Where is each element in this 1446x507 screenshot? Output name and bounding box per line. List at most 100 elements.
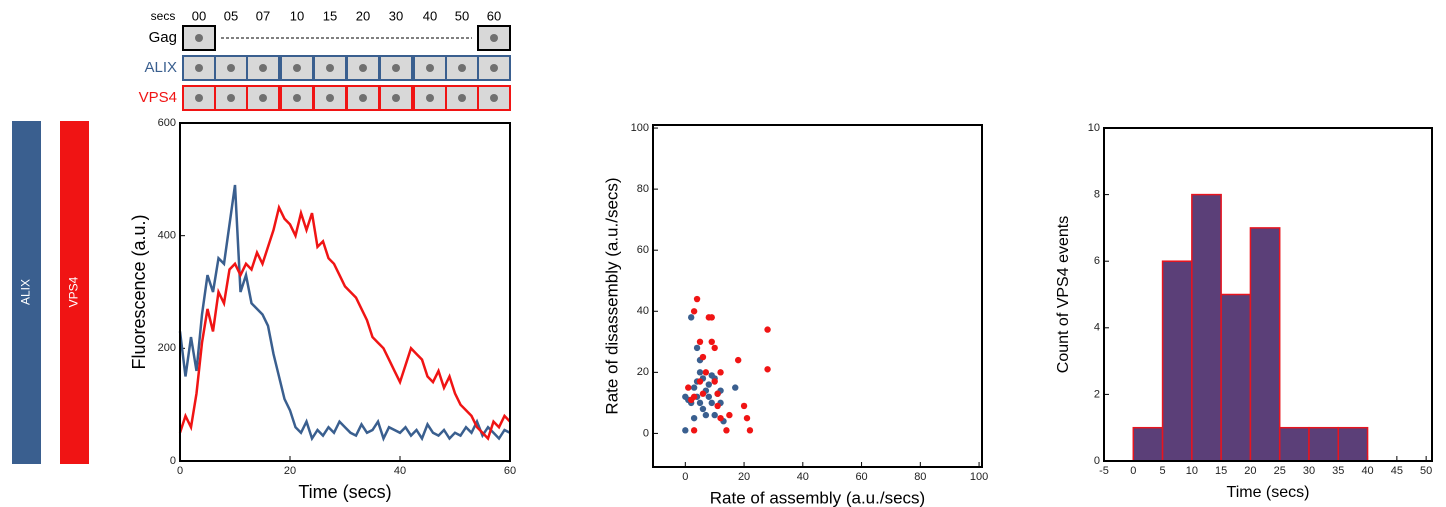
scatter-point (696, 338, 704, 346)
scatter-point (705, 393, 713, 400)
strip-spot (195, 94, 203, 102)
y-tick-label: 600 (158, 117, 176, 129)
y-tick-label: 100 (631, 122, 649, 134)
strip-spot (259, 64, 267, 72)
x-tick-label: 15 (1215, 465, 1227, 477)
scatter-point (734, 356, 742, 364)
legend-label: ALIX (19, 279, 33, 305)
scatter-point (764, 366, 771, 373)
x-tick-label: 20 (1244, 465, 1256, 477)
x-tick-label: 0 (682, 471, 688, 483)
plot-frame (1103, 127, 1433, 462)
scatter-point (699, 390, 707, 397)
strip-spot (426, 94, 434, 102)
x-tick-label: 40 (797, 471, 809, 483)
x-tick-label: 0 (1130, 465, 1136, 477)
scatter-point (714, 402, 721, 410)
strip-cell (379, 85, 413, 111)
y-tick-label: 0 (170, 455, 176, 467)
scatter-point (690, 308, 698, 315)
scatter-point (690, 427, 698, 434)
scatter-point (699, 405, 707, 413)
y-axis-label: Rate of disassembly (a.u./secs) (602, 177, 621, 414)
scatter-point (685, 384, 692, 391)
scatter-point (687, 314, 695, 321)
y-tick-label: 0 (1094, 455, 1100, 467)
strip-spot (195, 34, 203, 42)
x-tick-label: 40 (394, 465, 406, 477)
scatter-point (702, 369, 710, 376)
strip-spot (490, 94, 498, 102)
y-tick-label: 400 (158, 230, 176, 242)
strip-spot (359, 64, 367, 72)
scatter-point (711, 344, 718, 352)
x-axis-label: Rate of assembly (a.u./secs) (710, 488, 925, 507)
histogram-bar (1191, 193, 1222, 462)
scatter-point (717, 369, 724, 376)
strip-spot (490, 64, 498, 72)
strip-spot (326, 94, 334, 102)
scatter-point (702, 411, 710, 419)
strip-time: 00 (192, 8, 206, 23)
strip-cell (182, 25, 216, 51)
scatter-point (705, 381, 713, 388)
strip-spot (359, 94, 367, 102)
scatter-point (726, 411, 733, 419)
strip-spot (426, 64, 434, 72)
scatter-point (708, 338, 715, 346)
y-tick-label: 8 (1094, 189, 1100, 201)
strip-time: 30 (389, 8, 403, 23)
histogram-bar (1161, 260, 1193, 462)
x-tick-label: 50 (1420, 465, 1432, 477)
strip-time: 07 (256, 8, 270, 23)
x-tick-label: 30 (1303, 465, 1315, 477)
scatter-point (696, 378, 704, 385)
histogram-bar (1249, 227, 1281, 462)
plot-frame (652, 124, 983, 468)
x-tick-label: 100 (970, 471, 988, 483)
strip-time-label: secs (151, 9, 176, 23)
scatter-point (690, 414, 698, 422)
x-axis-label: Time (secs) (298, 482, 391, 502)
legend-bar (60, 121, 89, 464)
scatter-point (693, 295, 701, 303)
strip-row-label: Gag (149, 29, 177, 46)
strip-spot (392, 94, 400, 102)
x-tick-label: 20 (738, 471, 750, 483)
x-tick-label: 5 (1160, 465, 1166, 477)
legend-label: VPS4 (67, 276, 81, 307)
x-tick-label: 45 (1391, 465, 1403, 477)
scatter-point (743, 414, 751, 422)
x-tick-label: 25 (1274, 465, 1286, 477)
y-axis-label: Count of VPS4 events (1055, 216, 1072, 373)
scatter-point (699, 353, 707, 361)
x-tick-label: 60 (504, 465, 516, 477)
strip-spot (227, 64, 235, 72)
strip-spot (195, 64, 203, 72)
scatter-point (693, 344, 701, 352)
y-axis-label: Fluorescence (a.u.) (129, 214, 149, 369)
x-tick-label: 60 (855, 471, 867, 483)
histogram-bar (1220, 293, 1252, 462)
strip-spot (392, 64, 400, 72)
legend-bar (12, 121, 41, 464)
strip-time: 50 (455, 8, 469, 23)
strip-spot (293, 94, 301, 102)
strip-spot (227, 94, 235, 102)
scatter-point (746, 427, 754, 434)
scatter-point (711, 411, 718, 419)
strip-row-label: VPS4 (139, 89, 177, 106)
x-tick-label: 80 (914, 471, 926, 483)
strip-spot (326, 64, 334, 72)
strip-spot (490, 34, 498, 42)
scatter-point (711, 378, 718, 385)
strip-time: 60 (487, 8, 501, 23)
scatter-point (723, 427, 730, 434)
scatter-point (696, 399, 704, 407)
scatter-point (717, 414, 724, 422)
x-tick-label: 20 (284, 465, 296, 477)
plot-frame (179, 122, 511, 462)
strip-time: 05 (224, 8, 238, 23)
scatter-point (714, 390, 721, 397)
